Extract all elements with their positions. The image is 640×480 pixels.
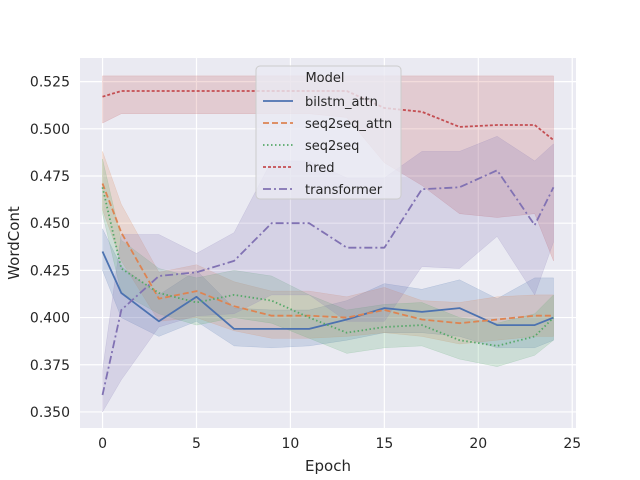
y-tick-label: 0.475 [30,169,70,185]
band-bilstm-attn [102,228,554,349]
x-tick-labels: 0 5 10 15 20 25 [98,436,581,452]
x-tick-label: 10 [282,436,300,452]
legend: Model bilstm_attn seq2seq_attn seq2seq hred… [255,65,402,200]
legend-label-hred: hred [305,161,335,176]
x-tick-label: 5 [192,436,201,452]
legend-box [255,65,402,200]
x-tick-label: 15 [375,436,393,452]
x-tick-label: 0 [98,436,107,452]
legend-label-seq2seq-attn: seq2seq_attn [305,117,392,132]
legend-label-bilstm-attn: bilstm_attn [305,95,378,110]
line-seq2seq [101,187,555,347]
x-tick-label: 25 [563,436,581,452]
confidence-bands [102,75,554,413]
legend-label-transformer: transformer [305,183,383,198]
y-tick-label: 0.500 [30,122,70,138]
y-tick-label: 0.525 [30,75,70,91]
band-seq2seq-attn [102,151,554,345]
y-tick-label: 0.375 [30,358,70,374]
line-transformer [101,169,555,396]
y-tick-label: 0.450 [30,216,70,232]
y-tick-label: 0.400 [30,311,70,327]
y-tick-labels: 0.350 0.375 0.400 0.425 0.450 0.475 0.500 0.525 [30,75,70,421]
legend-title: Model [305,71,344,86]
x-tick-label: 20 [469,436,487,452]
legend-label-seq2seq: seq2seq [305,139,359,154]
y-axis-label: WordCont [5,206,23,280]
line-seq2seq-attn [101,183,554,325]
band-seq2seq [102,158,554,367]
y-tick-label: 0.350 [30,405,70,421]
y-tick-label: 0.425 [30,263,70,279]
x-axis-label: Epoch [305,457,351,475]
